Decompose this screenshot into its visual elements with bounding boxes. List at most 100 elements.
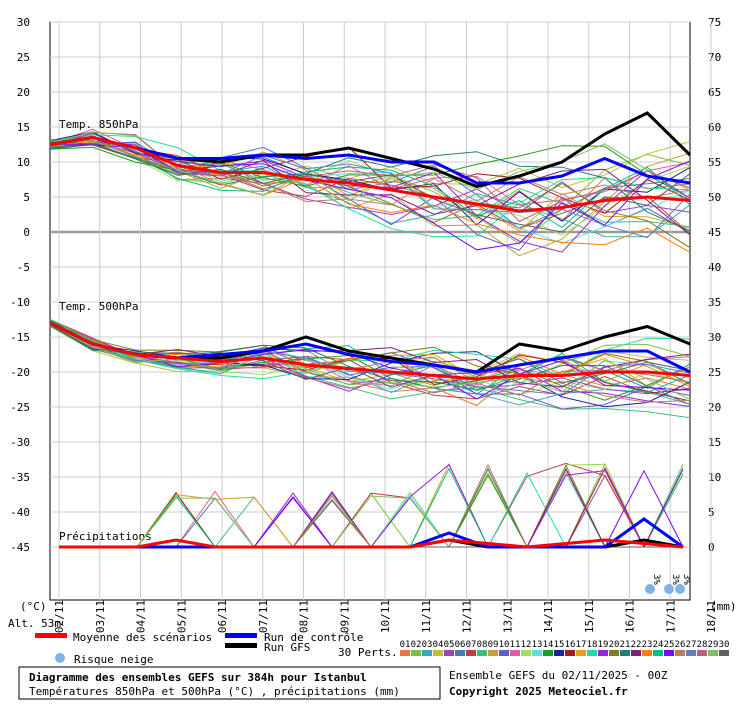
- perturbations-count-label: 30 Perts.: [338, 646, 398, 659]
- mean-t500-line: [49, 321, 691, 381]
- left-tick-label: 0: [23, 226, 30, 239]
- snow-risk-percent: 3%: [670, 574, 680, 585]
- perturbation-id: 29: [708, 640, 719, 650]
- perturbation-id: 19: [598, 640, 609, 650]
- left-tick-label: 30: [17, 16, 30, 29]
- x-tick-label: 10/11: [379, 600, 392, 633]
- perturbation-id: 07: [466, 640, 477, 650]
- perturbation-swatch: [532, 650, 542, 656]
- x-tick-label: 16/11: [624, 600, 637, 633]
- perturbation-swatch: [598, 650, 608, 656]
- perturbation-id: 06: [455, 640, 466, 650]
- x-tick-label: 05/11: [175, 600, 188, 633]
- perturbation-swatch: [653, 650, 663, 656]
- snow-risk-icon: [645, 584, 655, 594]
- right-tick-label: 45: [708, 226, 721, 239]
- left-tick-label: 15: [17, 121, 30, 134]
- snow-risk-percent: 3%: [651, 574, 661, 585]
- perturbation-id: 28: [697, 640, 708, 650]
- footer-title: Diagramme des ensembles GEFS sur 384h po…: [29, 671, 367, 684]
- perturbation-id: 03: [422, 640, 433, 650]
- perturbation-id: 26: [675, 640, 686, 650]
- perturbation-id: 24: [653, 640, 664, 650]
- right-axis-unit: (mm): [710, 600, 737, 613]
- legend-snow-label: Risque neige: [74, 653, 153, 666]
- left-axis-unit: (°C): [20, 600, 47, 613]
- perturbation-id: 25: [664, 640, 675, 650]
- perturbation-swatch: [565, 650, 575, 656]
- perturbation-id: 21: [620, 640, 631, 650]
- perturbation-id: 14: [543, 640, 554, 650]
- left-tick-label: -5: [17, 261, 30, 274]
- legend-mean-label: Moyenne des scénarios: [73, 631, 212, 644]
- perturbation-t850-line: [49, 134, 691, 238]
- legend-control-swatch: [225, 633, 257, 638]
- perturbation-id: 16: [565, 640, 576, 650]
- x-tick-label: 18/11: [705, 600, 718, 633]
- left-tick-label: -10: [10, 296, 30, 309]
- footer-copyright: Copyright 2025 Meteociel.fr: [449, 685, 628, 698]
- perturbation-swatch: [466, 650, 476, 656]
- perturbation-id: 22: [631, 640, 642, 650]
- legend-gfs-label: Run GFS: [264, 641, 310, 654]
- perturbation-swatch: [620, 650, 630, 656]
- perturbation-id: 02: [411, 640, 422, 650]
- precip-panel-label: Précipitations: [59, 530, 152, 543]
- perturbation-t850-line: [49, 141, 691, 233]
- perturbation-id: 05: [444, 640, 455, 650]
- right-tick-label: 25: [708, 366, 721, 379]
- perturbation-swatch: [642, 650, 652, 656]
- perturbation-t850-line: [49, 142, 691, 232]
- right-tick-label: 65: [708, 86, 721, 99]
- left-tick-label: -45: [10, 541, 30, 554]
- left-tick-label: 10: [17, 156, 30, 169]
- x-tick-label: 06/11: [216, 600, 229, 633]
- perturbation-t500-line: [49, 324, 691, 388]
- right-tick-label: 40: [708, 261, 721, 274]
- altitude-label: Alt. 53m: [8, 617, 61, 630]
- perturbation-id: 01: [400, 640, 411, 650]
- perturbation-id: 13: [532, 640, 543, 650]
- perturbation-swatch: [477, 650, 487, 656]
- legend-gfs-swatch: [225, 643, 257, 648]
- footer-run-label: Ensemble GEFS du 02/11/2025 - 00Z: [449, 669, 668, 682]
- perturbation-swatch: [499, 650, 509, 656]
- t850-panel-label: Temp. 850hPa: [59, 118, 138, 131]
- legend-mean-swatch: [35, 633, 67, 638]
- perturbation-swatch: [422, 650, 432, 656]
- perturbation-t500-line: [49, 320, 691, 388]
- perturbation-swatch: [433, 650, 443, 656]
- x-tick-label: 08/11: [298, 600, 311, 633]
- plot-area: [49, 21, 691, 601]
- right-tick-label: 50: [708, 191, 721, 204]
- left-tick-label: -30: [10, 436, 30, 449]
- perturbation-t500-line: [49, 325, 691, 396]
- legend-control-label: Run de contrôle: [264, 631, 363, 644]
- left-tick-label: 5: [23, 191, 30, 204]
- perturbation-swatch: [543, 650, 553, 656]
- left-tick-label: -25: [10, 401, 30, 414]
- perturbation-t500-line: [49, 322, 691, 396]
- perturbation-id: 12: [521, 640, 532, 650]
- perturbation-swatch: [675, 650, 685, 656]
- x-tick-label: 09/11: [338, 600, 351, 633]
- perturbation-id: 04: [433, 640, 444, 650]
- right-tick-label: 70: [708, 51, 721, 64]
- perturbation-t500-line: [49, 324, 691, 401]
- footer-title-box: [18, 666, 441, 700]
- perturbation-swatch: [488, 650, 498, 656]
- perturbation-t500-line: [49, 322, 691, 385]
- left-tick-label: 20: [17, 86, 30, 99]
- mean-t850-line: [49, 135, 691, 213]
- perturbation-swatch: [521, 650, 531, 656]
- perturbation-id: 20: [609, 640, 620, 650]
- perturbation-id: 10: [499, 640, 510, 650]
- perturbation-id: 17: [576, 640, 587, 650]
- perturbation-swatch: [510, 650, 520, 656]
- perturbation-id: 15: [554, 640, 565, 650]
- perturbation-swatch: [719, 650, 729, 656]
- perturbation-swatch: [631, 650, 641, 656]
- right-tick-label: 10: [708, 471, 721, 484]
